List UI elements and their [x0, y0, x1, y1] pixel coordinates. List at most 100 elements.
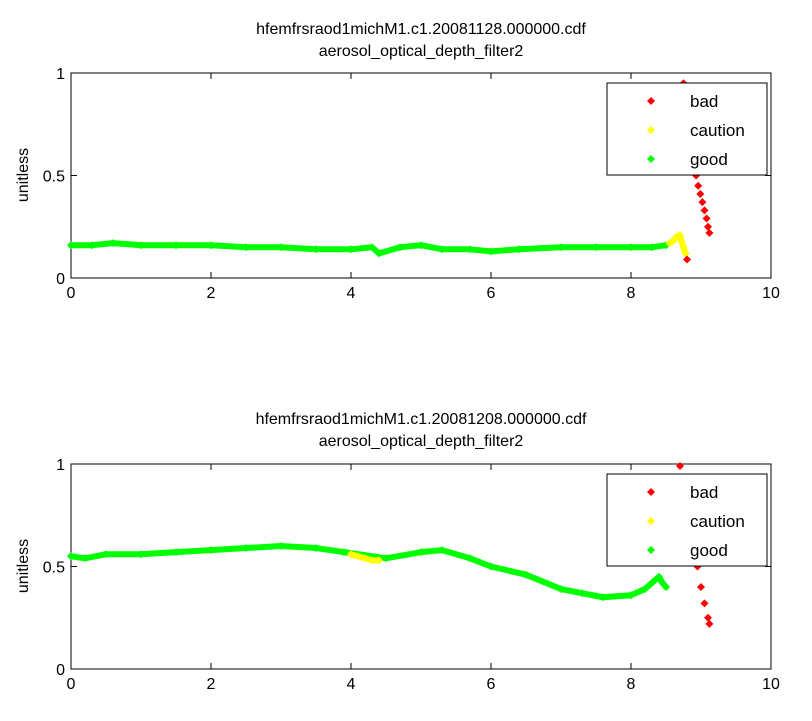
- legend-label-bad: bad: [690, 483, 718, 502]
- point-good: [466, 554, 474, 563]
- point-caution: [679, 243, 688, 252]
- point-bad: [698, 198, 707, 207]
- x-tick-label: 0: [67, 676, 76, 693]
- point-bad: [697, 583, 705, 591]
- legend: bad caution good: [606, 82, 768, 176]
- point-good: [627, 591, 635, 600]
- point-good: [312, 544, 320, 553]
- point-good: [641, 585, 649, 594]
- y-axis-label: unitless: [15, 148, 32, 202]
- x-tick-label: 0: [67, 285, 76, 302]
- chart-top: hfemfrsraod1michM1.c1.20081128.000000.cd…: [15, 21, 780, 302]
- legend-label-caution: caution: [690, 512, 745, 531]
- point-good: [172, 548, 180, 557]
- point-bad: [696, 189, 705, 198]
- y-tick-label: 0.5: [43, 169, 65, 186]
- x-tick-label: 6: [487, 285, 496, 302]
- point-good: [417, 548, 425, 557]
- chart-title-line-1: hfemfrsraod1michM1.c1.20081208.000000.cd…: [256, 411, 587, 428]
- axis-ticks: 0 2 4 6 8 10 0 0.5 1: [43, 457, 780, 693]
- point-good: [207, 241, 215, 250]
- point-bad: [683, 255, 691, 264]
- point-bad: [705, 228, 714, 237]
- legend-marker-bad: [647, 488, 655, 496]
- point-bad: [702, 214, 711, 223]
- y-tick-label: 1: [56, 66, 65, 83]
- legend-marker-good: [647, 546, 655, 554]
- point-good: [438, 245, 446, 254]
- point-good: [396, 243, 404, 252]
- y-tick-label: 0.5: [43, 560, 65, 577]
- point-bad: [705, 619, 714, 628]
- point-good: [487, 562, 495, 571]
- point-good: [557, 243, 565, 252]
- point-caution: [354, 552, 362, 561]
- point-good: [487, 247, 495, 256]
- point-good: [655, 572, 663, 581]
- point-caution: [681, 249, 690, 258]
- point-good: [417, 241, 425, 250]
- point-good: [88, 241, 96, 250]
- legend-marker-caution: [647, 517, 655, 525]
- point-good: [382, 554, 390, 563]
- y-tick-label: 0: [56, 662, 65, 679]
- point-bad: [704, 222, 712, 231]
- point-bad: [700, 206, 709, 215]
- point-good: [312, 245, 320, 254]
- point-bad: [700, 599, 709, 608]
- point-good: [466, 245, 474, 254]
- x-tick-label: 4: [347, 285, 356, 302]
- point-good: [438, 546, 446, 555]
- x-tick-label: 10: [762, 285, 780, 302]
- point-good: [627, 243, 635, 252]
- point-good: [368, 243, 376, 252]
- chart-title-line-2: aerosol_optical_depth_filter2: [319, 43, 524, 60]
- legend-label-bad: bad: [690, 92, 718, 111]
- point-good: [592, 243, 600, 252]
- point-good: [375, 249, 383, 258]
- x-tick-label: 4: [347, 676, 356, 693]
- point-good: [662, 583, 670, 591]
- legend-label-good: good: [690, 150, 728, 169]
- point-good: [102, 550, 110, 559]
- point-caution: [361, 554, 369, 563]
- point-good: [242, 544, 250, 553]
- y-tick-label: 0: [56, 271, 65, 288]
- legend-marker-caution: [647, 126, 655, 134]
- point-good: [277, 243, 285, 252]
- chart-title-line-2: aerosol_optical_depth_filter2: [319, 433, 524, 450]
- legend-label-good: good: [690, 541, 728, 560]
- x-tick-label: 10: [762, 676, 780, 693]
- point-good: [347, 245, 355, 254]
- point-good: [515, 245, 523, 254]
- point-good: [557, 585, 565, 594]
- legend-box: [606, 82, 768, 176]
- x-tick-label: 6: [487, 676, 496, 693]
- point-good: [67, 241, 75, 250]
- point-caution: [347, 550, 355, 559]
- legend-label-caution: caution: [690, 121, 745, 140]
- point-good: [137, 241, 145, 250]
- legend-marker-good: [647, 155, 655, 163]
- point-caution: [368, 556, 376, 565]
- point-good: [277, 542, 285, 550]
- point-good: [648, 243, 656, 252]
- x-tick-label: 2: [207, 676, 216, 693]
- data-marks: [67, 462, 714, 628]
- point-good: [599, 593, 607, 602]
- point-good: [207, 546, 215, 555]
- legend-box: [606, 473, 768, 567]
- point-good: [109, 239, 117, 248]
- legend-marker-bad: [647, 97, 655, 105]
- point-bad: [694, 181, 703, 190]
- point-bad: [704, 613, 712, 622]
- point-good: [578, 589, 586, 598]
- y-axis-label: unitless: [15, 539, 32, 593]
- x-tick-label: 8: [627, 285, 636, 302]
- point-caution: [677, 237, 686, 246]
- legend: bad caution good: [606, 473, 768, 567]
- point-good: [81, 554, 89, 563]
- chart-bottom: hfemfrsraod1michM1.c1.20081208.000000.cd…: [15, 411, 780, 693]
- x-tick-label: 8: [627, 676, 636, 693]
